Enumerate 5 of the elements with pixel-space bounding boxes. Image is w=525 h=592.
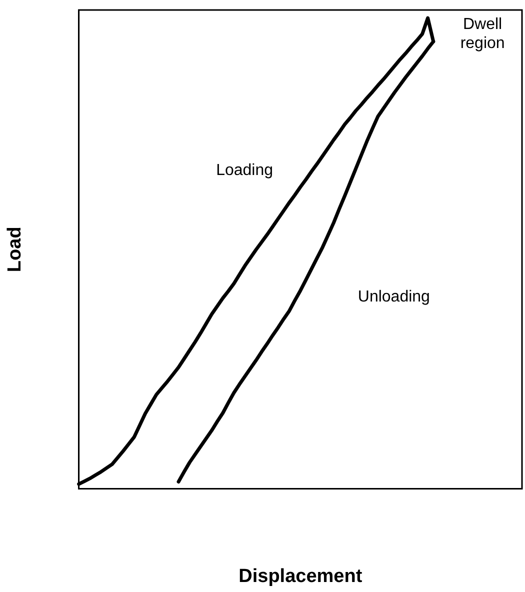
annotation: Dwell region — [460, 16, 505, 52]
y-axis-title: Load — [4, 226, 26, 272]
annotation: Loading — [216, 162, 274, 179]
x-axis-title: Displacement — [238, 566, 363, 587]
annotation: Unloading — [358, 288, 430, 306]
